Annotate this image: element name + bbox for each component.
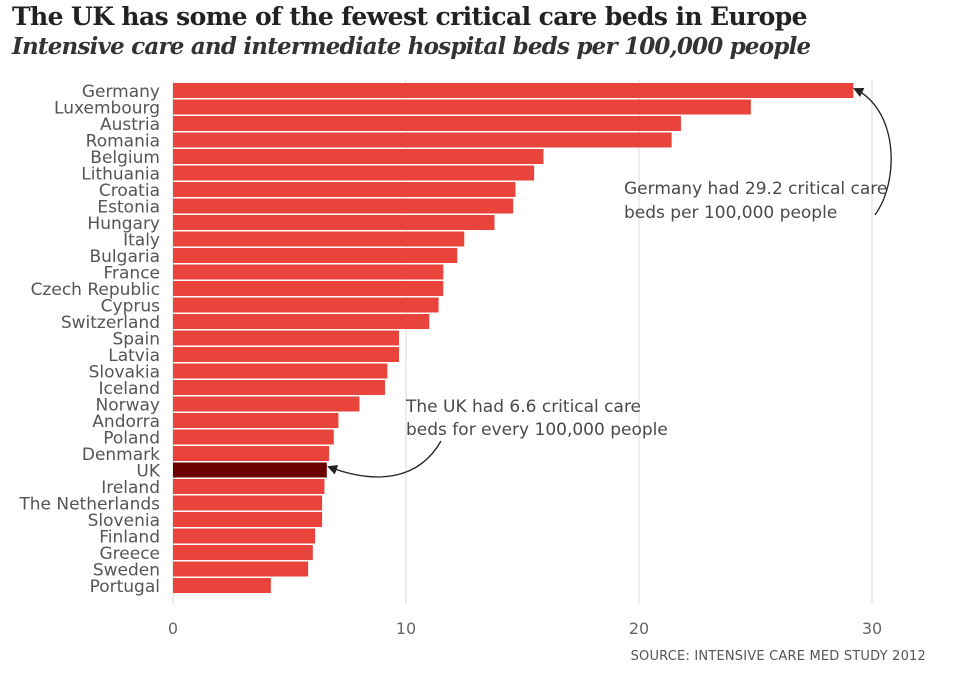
bar-slovakia	[173, 363, 388, 379]
bar-france	[173, 264, 444, 280]
bar-bulgaria	[173, 248, 458, 263]
bar-norway	[173, 396, 360, 412]
category-label-france: France	[103, 264, 160, 284]
bar-hungary	[173, 215, 495, 230]
bar-austria	[173, 116, 681, 131]
bar-finland	[173, 528, 316, 544]
bars	[173, 83, 854, 593]
category-label-czech-republic: Czech Republic	[31, 280, 160, 300]
category-label-greece: Greece	[99, 544, 160, 564]
bar-iceland	[173, 380, 386, 395]
category-label-romania: Romania	[86, 132, 160, 152]
bar-germany	[173, 83, 854, 98]
category-label-uk: UK	[136, 462, 160, 482]
chart-subtitle: Intensive care and intermediate hospital…	[12, 33, 811, 60]
x-axis-ticks: 0 10 20 30	[168, 619, 882, 638]
category-labels: GermanyLuxembourgAustriaRomaniaBelgiumLi…	[18, 82, 161, 597]
bar-portugal	[173, 578, 271, 593]
category-label-denmark: Denmark	[82, 445, 160, 465]
bar-sweden	[173, 561, 309, 577]
category-label-cyprus: Cyprus	[101, 297, 160, 317]
x-tick-label-30: 30	[862, 619, 882, 638]
x-tick-label-20: 20	[629, 619, 649, 638]
bar-greece	[173, 545, 313, 560]
germany-annotation: Germany had 29.2 critical care beds per …	[624, 88, 892, 223]
uk-annotation: The UK had 6.6 critical care beds for ev…	[327, 397, 668, 478]
bar-czech-republic	[173, 281, 444, 296]
category-label-switzerland: Switzerland	[61, 313, 160, 333]
category-label-belgium: Belgium	[90, 148, 160, 168]
source-note: SOURCE: INTENSIVE CARE MED STUDY 2012	[630, 649, 926, 664]
bar-cyprus	[173, 297, 439, 313]
bar-slovenia	[173, 512, 323, 527]
category-label-the-netherlands: The Netherlands	[18, 495, 160, 515]
uk-annotation-arrow	[327, 440, 442, 478]
bar-belgium	[173, 149, 544, 164]
bar-luxembourg	[173, 99, 751, 115]
bar-spain	[173, 330, 400, 346]
category-label-iceland: Iceland	[98, 379, 160, 399]
category-label-luxembourg: Luxembourg	[54, 99, 160, 119]
bar-uk	[173, 462, 327, 478]
bar-romania	[173, 132, 672, 148]
category-label-ireland: Ireland	[101, 478, 160, 498]
bar-switzerland	[173, 314, 430, 329]
x-tick-label-0: 0	[168, 619, 178, 638]
category-label-italy: Italy	[123, 231, 160, 251]
category-label-sweden: Sweden	[93, 561, 160, 581]
bar-latvia	[173, 347, 400, 362]
category-label-poland: Poland	[103, 429, 160, 449]
category-label-croatia: Croatia	[99, 181, 160, 201]
bar-the-netherlands	[173, 495, 323, 511]
bar-denmark	[173, 446, 330, 461]
chart-title: The UK has some of the fewest critical c…	[12, 2, 808, 31]
category-label-slovakia: Slovakia	[89, 363, 160, 383]
category-label-estonia: Estonia	[97, 198, 160, 218]
bar-poland	[173, 429, 334, 445]
category-label-norway: Norway	[96, 396, 161, 416]
uk-annotation-line-1: The UK had 6.6 critical care	[405, 397, 641, 417]
bar-andorra	[173, 413, 339, 428]
category-label-andorra: Andorra	[92, 412, 160, 432]
category-label-latvia: Latvia	[108, 346, 160, 366]
germany-annotation-line-1: Germany had 29.2 critical care	[624, 179, 887, 199]
bar-croatia	[173, 182, 516, 197]
bar-ireland	[173, 479, 325, 494]
bar-estonia	[173, 198, 514, 214]
category-label-germany: Germany	[82, 82, 160, 102]
bar-italy	[173, 231, 465, 247]
uk-annotation-line-2: beds for every 100,000 people	[406, 420, 668, 440]
category-label-austria: Austria	[100, 115, 160, 135]
category-label-hungary: Hungary	[87, 214, 160, 234]
category-label-finland: Finland	[99, 528, 160, 548]
category-label-bulgaria: Bulgaria	[90, 247, 161, 267]
bar-lithuania	[173, 165, 535, 181]
category-label-portugal: Portugal	[90, 577, 160, 597]
category-label-slovenia: Slovenia	[88, 511, 160, 531]
category-label-spain: Spain	[113, 330, 161, 350]
germany-annotation-arrow	[853, 88, 892, 216]
category-label-lithuania: Lithuania	[81, 165, 160, 185]
germany-annotation-line-2: beds per 100,000 people	[624, 203, 837, 223]
x-tick-label-10: 10	[396, 619, 416, 638]
